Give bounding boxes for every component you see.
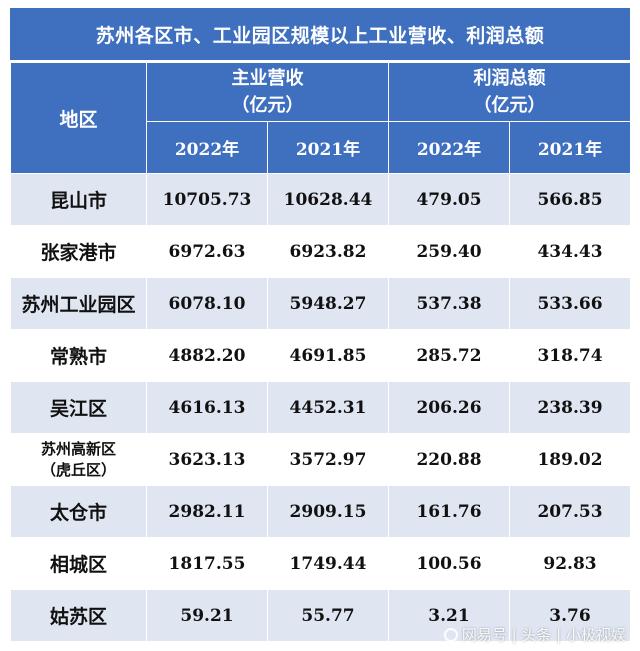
profit-group-label: 利润总额 xyxy=(473,68,546,89)
watermark: 网易号 | 头条 | 小极视娱 xyxy=(443,624,626,645)
region-cell: 张家港市 xyxy=(10,225,147,278)
profit-2022-cell: 259.40 xyxy=(388,225,510,278)
revenue-2021-cell: 1749.44 xyxy=(267,537,389,590)
region-name-line1: 苏州高新区 xyxy=(40,439,116,458)
profit-2022-cell: 479.05 xyxy=(388,173,510,226)
region-name-line2: （虎丘区） xyxy=(40,460,116,479)
region-cell: 姑苏区 xyxy=(10,589,147,642)
revenue-2021-cell: 3572.97 xyxy=(267,433,389,486)
revenue-2021-cell: 55.77 xyxy=(267,589,389,642)
table-row: 张家港市 6972.63 6923.82 259.40 434.43 xyxy=(10,225,631,278)
revenue-group-label: 主业营收 xyxy=(231,68,304,89)
profit-2022-cell: 285.72 xyxy=(388,329,510,382)
profit-2021-cell: 566.85 xyxy=(509,173,631,226)
region-cell: 常熟市 xyxy=(10,329,147,382)
profit-2022-cell: 161.76 xyxy=(388,485,510,538)
revenue-2022-cell: 3623.13 xyxy=(146,433,268,486)
region-cell: 吴江区 xyxy=(10,381,147,434)
revenue-2021-cell: 4452.31 xyxy=(267,381,389,434)
region-cell: 太仓市 xyxy=(10,485,147,538)
table-row: 昆山市 10705.73 10628.44 479.05 566.85 xyxy=(10,173,631,226)
region-cell: 苏州工业园区 xyxy=(10,277,147,330)
revenue-2022-cell: 59.21 xyxy=(146,589,268,642)
revenue-unit-label: （亿元） xyxy=(231,95,304,116)
profit-unit-label: （亿元） xyxy=(473,95,546,116)
table-row: 常熟市 4882.20 4691.85 285.72 318.74 xyxy=(10,329,631,382)
revenue-group-header: 主业营收 （亿元） xyxy=(146,62,389,122)
revenue-2022-cell: 2982.11 xyxy=(146,485,268,538)
revenue-2021-header: 2021年 xyxy=(267,121,389,174)
profit-2021-cell: 92.83 xyxy=(509,537,631,590)
profit-2022-cell: 220.88 xyxy=(388,433,510,486)
profit-2021-cell: 238.39 xyxy=(509,381,631,434)
region-cell: 昆山市 xyxy=(10,173,147,226)
table-title: 苏州各区市、工业园区规模以上工业营收、利润总额 xyxy=(10,8,630,60)
profit-2021-cell: 189.02 xyxy=(509,433,631,486)
revenue-2022-cell: 6972.63 xyxy=(146,225,268,278)
region-cell: 苏州高新区 （虎丘区） xyxy=(10,433,147,486)
watermark-logo-icon xyxy=(443,627,458,642)
revenue-2022-header: 2022年 xyxy=(146,121,268,174)
data-table: 地区 主业营收 （亿元） 利润总额 （亿元） 2022年 2021年 2022年… xyxy=(10,62,631,642)
profit-2021-header: 2021年 xyxy=(509,121,631,174)
revenue-2021-cell: 2909.15 xyxy=(267,485,389,538)
profit-group-header: 利润总额 （亿元） xyxy=(388,62,631,122)
table-row: 相城区 1817.55 1749.44 100.56 92.83 xyxy=(10,537,631,590)
revenue-2022-cell: 10705.73 xyxy=(146,173,268,226)
revenue-2021-cell: 6923.82 xyxy=(267,225,389,278)
profit-2022-header: 2022年 xyxy=(388,121,510,174)
table-row: 苏州工业园区 6078.10 5948.27 537.38 533.66 xyxy=(10,277,631,330)
watermark-text: 网易号 | 头条 | 小极视娱 xyxy=(461,626,626,644)
revenue-2022-cell: 1817.55 xyxy=(146,537,268,590)
profit-2021-cell: 3.76 xyxy=(509,589,631,642)
table-row: 苏州高新区 （虎丘区） 3623.13 3572.97 220.88 189.0… xyxy=(10,433,631,486)
table-row: 太仓市 2982.11 2909.15 161.76 207.53 xyxy=(10,485,631,538)
table-row: 吴江区 4616.13 4452.31 206.26 238.39 xyxy=(10,381,631,434)
revenue-2022-cell: 4882.20 xyxy=(146,329,268,382)
profit-2022-cell: 537.38 xyxy=(388,277,510,330)
revenue-2021-cell: 5948.27 xyxy=(267,277,389,330)
revenue-2022-cell: 4616.13 xyxy=(146,381,268,434)
profit-2022-cell: 206.26 xyxy=(388,381,510,434)
region-cell: 相城区 xyxy=(10,537,147,590)
profit-2021-cell: 533.66 xyxy=(509,277,631,330)
revenue-2022-cell: 6078.10 xyxy=(146,277,268,330)
region-column-header: 地区 xyxy=(10,62,147,174)
revenue-2021-cell: 10628.44 xyxy=(267,173,389,226)
profit-2021-cell: 207.53 xyxy=(509,485,631,538)
revenue-2021-cell: 4691.85 xyxy=(267,329,389,382)
profit-2021-cell: 434.43 xyxy=(509,225,631,278)
profit-2022-cell: 100.56 xyxy=(388,537,510,590)
profit-2021-cell: 318.74 xyxy=(509,329,631,382)
